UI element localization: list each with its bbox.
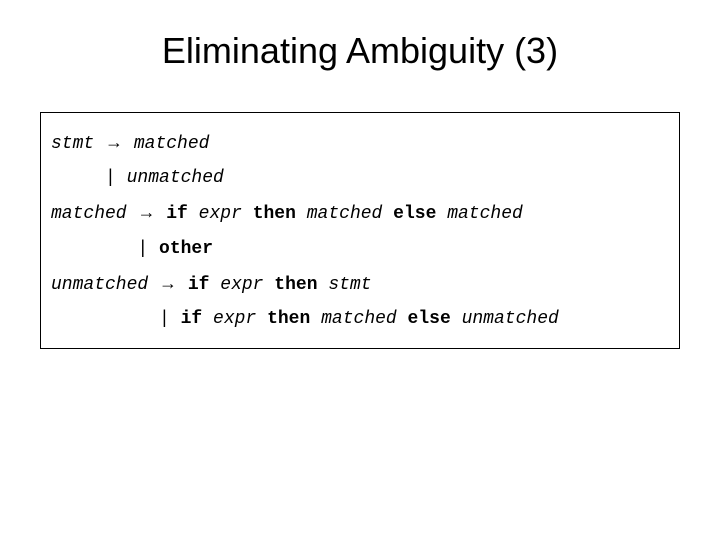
grammar-line: | if expr then matched else unmatched	[51, 302, 669, 336]
grammar-token: matched	[447, 204, 523, 224]
grammar-token: matched	[51, 204, 127, 224]
grammar-line: matched → if expr then matched else matc…	[51, 195, 669, 231]
grammar-token: →	[105, 132, 123, 152]
grammar-token	[296, 204, 307, 224]
grammar-token	[451, 309, 462, 329]
grammar-token: unmatched	[127, 168, 224, 188]
grammar-token: stmt	[51, 134, 94, 154]
grammar-token: other	[159, 239, 213, 259]
grammar-token	[382, 204, 393, 224]
grammar-line: unmatched → if expr then stmt	[51, 266, 669, 302]
grammar-token: expr	[213, 309, 256, 329]
grammar-token	[242, 204, 253, 224]
grammar-token: →	[137, 202, 155, 222]
grammar-token	[94, 134, 105, 154]
grammar-token: matched	[134, 134, 210, 154]
grammar-token: else	[408, 309, 451, 329]
grammar-token: then	[253, 204, 296, 224]
grammar-token: if	[188, 275, 210, 295]
grammar-token: expr	[220, 275, 263, 295]
grammar-token	[397, 309, 408, 329]
grammar-line: | unmatched	[51, 161, 669, 195]
grammar-line: stmt → matched	[51, 125, 669, 161]
grammar-token: matched	[307, 204, 383, 224]
grammar-token	[310, 309, 321, 329]
grammar-token: stmt	[328, 275, 371, 295]
grammar-token	[436, 204, 447, 224]
grammar-token	[155, 204, 166, 224]
grammar-token	[127, 204, 138, 224]
slide-container: Eliminating Ambiguity (3) stmt → matched…	[0, 0, 720, 540]
grammar-token: →	[159, 273, 177, 293]
grammar-token: matched	[321, 309, 397, 329]
grammar-token	[263, 275, 274, 295]
grammar-token: if	[166, 204, 188, 224]
grammar-token	[148, 275, 159, 295]
slide-title: Eliminating Ambiguity (3)	[40, 30, 680, 72]
grammar-token	[256, 309, 267, 329]
grammar-token	[177, 275, 188, 295]
grammar-token: expr	[199, 204, 242, 224]
grammar-token: then	[274, 275, 317, 295]
grammar-token: unmatched	[462, 309, 559, 329]
grammar-token: else	[393, 204, 436, 224]
grammar-token	[202, 309, 213, 329]
grammar-box: stmt → matched | unmatchedmatched → if e…	[40, 112, 680, 349]
grammar-token	[123, 134, 134, 154]
grammar-token: then	[267, 309, 310, 329]
grammar-token: |	[51, 168, 127, 188]
grammar-token: |	[51, 309, 181, 329]
grammar-token	[209, 275, 220, 295]
grammar-token	[188, 204, 199, 224]
grammar-token: if	[181, 309, 203, 329]
grammar-token	[318, 275, 329, 295]
grammar-line: | other	[51, 232, 669, 266]
grammar-token: |	[51, 239, 159, 259]
grammar-token: unmatched	[51, 275, 148, 295]
